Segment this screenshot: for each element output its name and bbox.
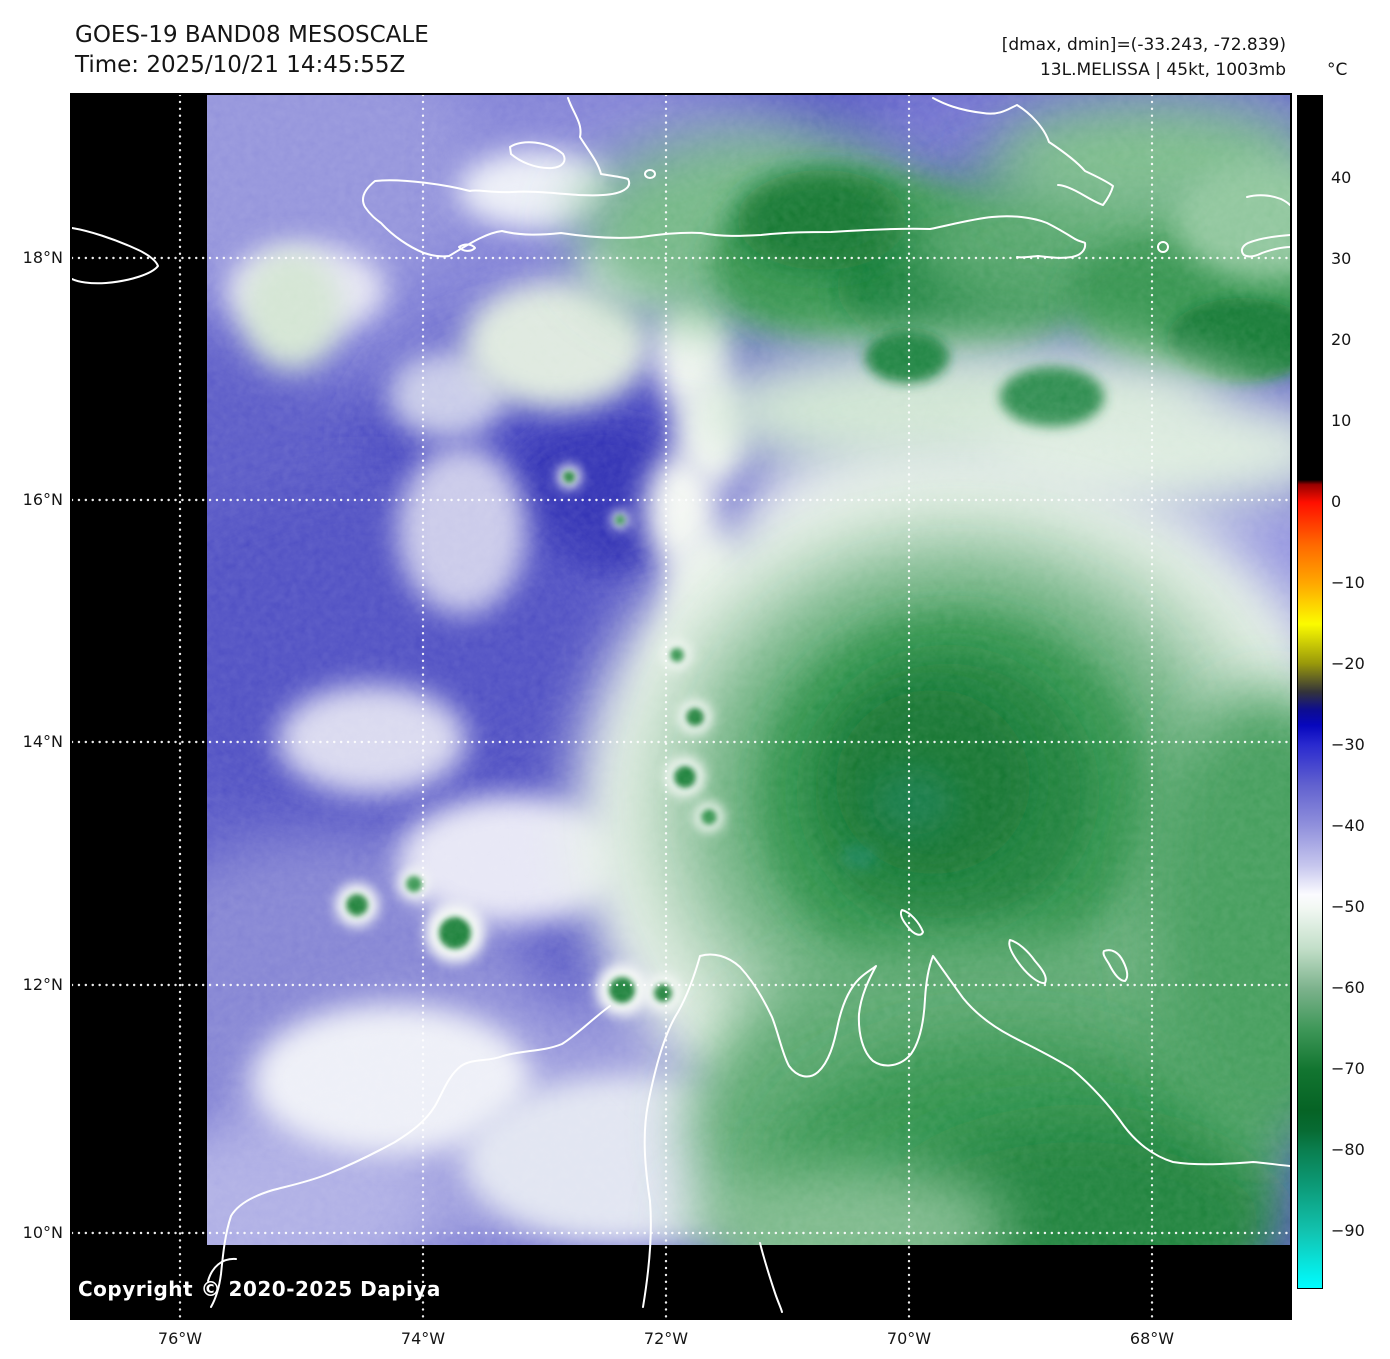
colorbar-tick-label: −40 [1331,816,1365,835]
colorbar-tick-label: −20 [1331,654,1365,673]
colorbar-tick-label: 20 [1331,330,1352,349]
lon-tick-label: 68°W [1129,1329,1175,1348]
lat-tick-label: 14°N [22,732,63,751]
colorbar-tick-label: −10 [1331,573,1365,592]
colorbar-tick-label: −80 [1331,1140,1365,1159]
cloud-grain-texture [207,95,1290,1245]
map-plot: Copyright © 2020-2025 Dapiya [70,93,1292,1320]
coastline-colombia-branch [759,1242,783,1313]
lon-tick-label: 74°W [400,1329,446,1348]
colorbar-tick-label: 40 [1331,168,1352,187]
info-block: [dmax, dmin]=(-33.243, -72.839) 13L.MELI… [1002,33,1286,83]
colorbar-unit-label: °C [1327,60,1348,80]
lat-tick-label: 10°N [22,1223,63,1242]
lat-tick-label: 18°N [22,248,63,267]
colorbar-tick-label: −60 [1331,978,1365,997]
lat-tick-label: 12°N [22,975,63,994]
storm-info: 13L.MELISSA | 45kt, 1003mb [1039,60,1286,80]
colorbar-tick-label: −90 [1331,1221,1365,1240]
lon-tick-label: 70°W [886,1329,932,1348]
colorbar-tick-label: −50 [1331,897,1365,916]
product-time: Time: 2025/10/21 14:45:55Z [75,52,406,78]
colorbar [1297,95,1323,1289]
product-title: GOES-19 BAND08 MESOSCALE [75,22,429,48]
colorbar-tick-label: 0 [1331,492,1342,511]
copyright-notice: Copyright © 2020-2025 Dapiya [78,1277,441,1301]
lon-tick-label: 76°W [157,1329,203,1348]
colorbar-tick-label: −30 [1331,735,1365,754]
coastline-jamaica [72,227,159,285]
dmax-dmin-readout: [dmax, dmin]=(-33.243, -72.839) [1001,35,1286,55]
lon-tick-label: 72°W [643,1329,689,1348]
lat-tick-label: 16°N [22,490,63,509]
colorbar-tick-label: −70 [1331,1059,1365,1078]
satellite-imagery [207,95,1290,1245]
title-block: GOES-19 BAND08 MESOSCALE Time: 2025/10/2… [75,20,429,80]
colorbar-tick-label: 30 [1331,249,1352,268]
colorbar-tick-label: 10 [1331,411,1352,430]
